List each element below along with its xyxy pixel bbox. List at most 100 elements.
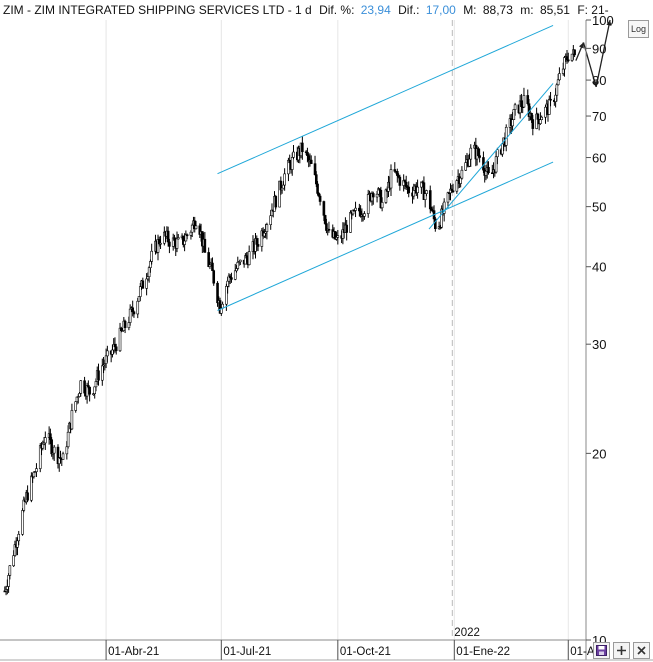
candle-body	[540, 116, 543, 121]
candle-body	[469, 147, 473, 160]
candle-body	[38, 445, 42, 469]
candle-body	[358, 207, 361, 212]
candle-body	[478, 155, 481, 158]
candle-body	[468, 158, 471, 167]
candle-body	[531, 119, 535, 129]
candle-body	[66, 431, 70, 448]
candle-body	[94, 381, 98, 388]
candle-body	[407, 186, 411, 194]
candle-body	[137, 296, 141, 302]
candle-body	[354, 207, 357, 211]
candle-body	[111, 349, 114, 355]
year-label: 2022	[454, 627, 480, 639]
candle-body	[12, 555, 15, 567]
candle-body	[226, 280, 229, 287]
y-tick-label: 100	[592, 13, 614, 28]
candle-body	[83, 380, 86, 394]
candle-body	[314, 174, 318, 185]
candle-body	[565, 56, 569, 61]
candle-body	[539, 119, 542, 124]
candle-body	[256, 244, 260, 247]
channel-upper-line	[217, 24, 554, 175]
candle-body	[150, 250, 153, 262]
candle-body	[147, 267, 151, 278]
candle-body	[17, 534, 21, 542]
candle-body	[35, 468, 38, 473]
x-tick-label: 01-Jul-21	[223, 646, 271, 658]
candle-body	[530, 113, 533, 120]
candle-body	[239, 259, 242, 263]
close-icon[interactable]	[633, 642, 650, 659]
annotations	[217, 19, 612, 311]
y-tick-label: 30	[592, 337, 606, 352]
candle-body	[138, 286, 142, 297]
candle-body	[127, 322, 131, 329]
candle-body	[484, 170, 488, 176]
candle-body	[316, 183, 319, 194]
candle-body	[141, 280, 145, 289]
candle-body	[189, 231, 193, 236]
candle-body	[114, 346, 118, 352]
save-icon[interactable]	[593, 642, 610, 659]
candle-body	[212, 270, 216, 284]
y-tick-label: 20	[592, 446, 606, 461]
candle-body	[7, 575, 10, 587]
candle-body	[363, 213, 366, 217]
candle-body	[451, 190, 455, 193]
candle-body	[274, 196, 278, 208]
candle-body	[61, 453, 65, 460]
candle-body	[322, 201, 326, 216]
candle-body	[423, 193, 427, 200]
candle-body	[366, 194, 370, 214]
candle-body	[494, 156, 498, 173]
candle-body	[269, 215, 273, 225]
x-tick-label: 01-Abr-21	[108, 646, 159, 658]
candle-body	[263, 232, 266, 237]
log-scale-toggle[interactable]: Log	[628, 20, 649, 38]
candle-body	[292, 151, 295, 158]
candle-body	[425, 190, 428, 194]
candle-body	[555, 84, 559, 96]
candle-body	[345, 224, 348, 233]
projection-arrowhead	[578, 42, 584, 49]
candle-body	[128, 308, 132, 323]
y-tick-label: 90	[592, 41, 606, 56]
candle-body	[104, 355, 108, 364]
candle-body	[8, 565, 12, 576]
candle-body	[396, 171, 399, 176]
candle-body	[52, 446, 56, 454]
add-icon[interactable]	[613, 642, 630, 659]
candles	[3, 45, 576, 596]
candle-body	[97, 370, 100, 381]
candle-body	[511, 119, 514, 127]
y-tick-label: 50	[592, 200, 606, 215]
candle-body	[190, 224, 194, 233]
candle-body	[211, 262, 214, 271]
candle-body	[389, 169, 393, 189]
dif-pct-label: Dif. %:	[319, 3, 354, 17]
candle-body	[563, 57, 566, 70]
min-label: m:	[520, 3, 533, 17]
candle-body	[146, 276, 150, 280]
candle-body	[79, 380, 83, 394]
candle-body	[49, 433, 52, 440]
candle-body	[50, 439, 53, 455]
candle-body	[132, 311, 136, 315]
candle-body	[44, 437, 47, 444]
candle-body	[185, 234, 189, 237]
dif-value: 17,00	[426, 3, 456, 17]
candle-body	[309, 159, 313, 164]
candle-body	[145, 278, 148, 289]
candle-body	[384, 189, 388, 203]
candle-body	[434, 218, 437, 229]
candle-body	[573, 49, 576, 56]
projection-arrowhead	[606, 20, 612, 26]
candle-body	[526, 95, 530, 104]
candle-body	[371, 193, 375, 198]
candle-body	[100, 365, 104, 381]
candle-body	[65, 446, 69, 455]
candle-body	[412, 190, 416, 197]
candle-body	[460, 169, 464, 179]
candle-body	[556, 79, 560, 86]
